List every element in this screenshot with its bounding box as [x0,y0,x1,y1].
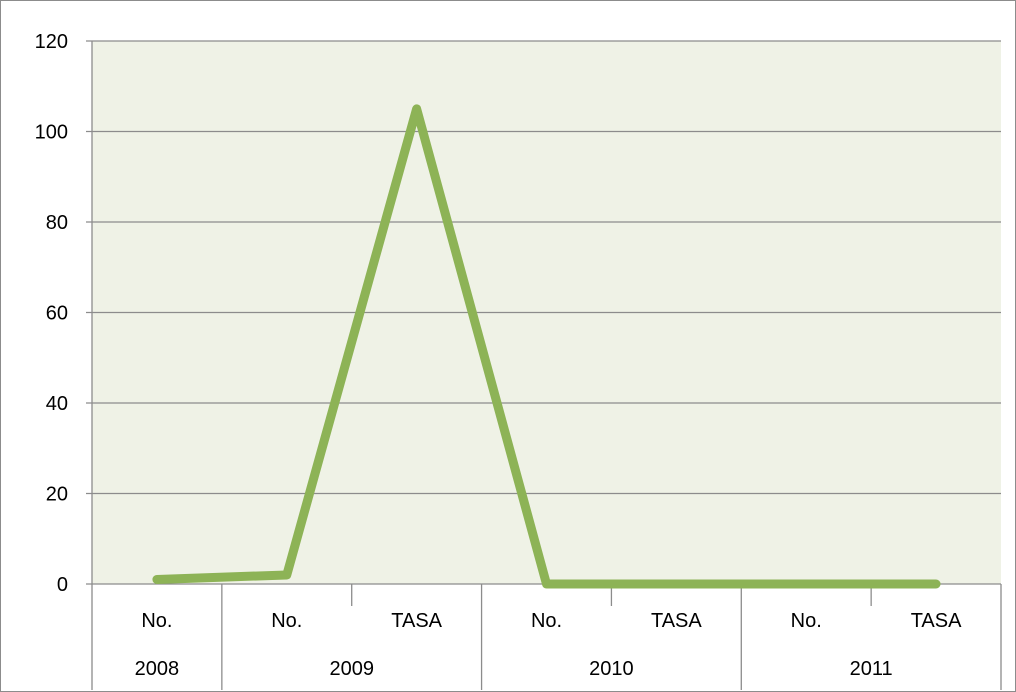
y-tick-label: 40 [46,393,68,415]
series-group [152,104,941,589]
y-tick-label: 0 [57,574,68,596]
x-category-label: No. [791,610,822,632]
y-tick-label: 100 [35,122,68,144]
x-category-label: No. [141,610,172,632]
y-axis: 0 20 40 60 80 100 120 [35,31,93,690]
x-group-label: 2009 [329,658,374,680]
x-axis: No. No. TASA No. TASA No. TASA 2008 2009 2010 2011 [135,584,1002,690]
gridlines [86,40,1001,585]
y-tick-label: 120 [35,31,68,53]
x-category-label: No. [531,610,562,632]
x-group-label: 2008 [135,658,180,680]
x-category-label: No. [271,610,302,632]
y-tick-label: 60 [46,303,68,325]
y-tick-label: 20 [46,484,68,506]
x-group-label: 2010 [589,658,634,680]
x-category-label: TASA [391,610,442,632]
x-group-label: 2011 [850,658,893,680]
y-tick-label: 80 [46,212,68,234]
x-category-label: TASA [651,610,702,632]
x-category-label: TASA [911,610,962,632]
